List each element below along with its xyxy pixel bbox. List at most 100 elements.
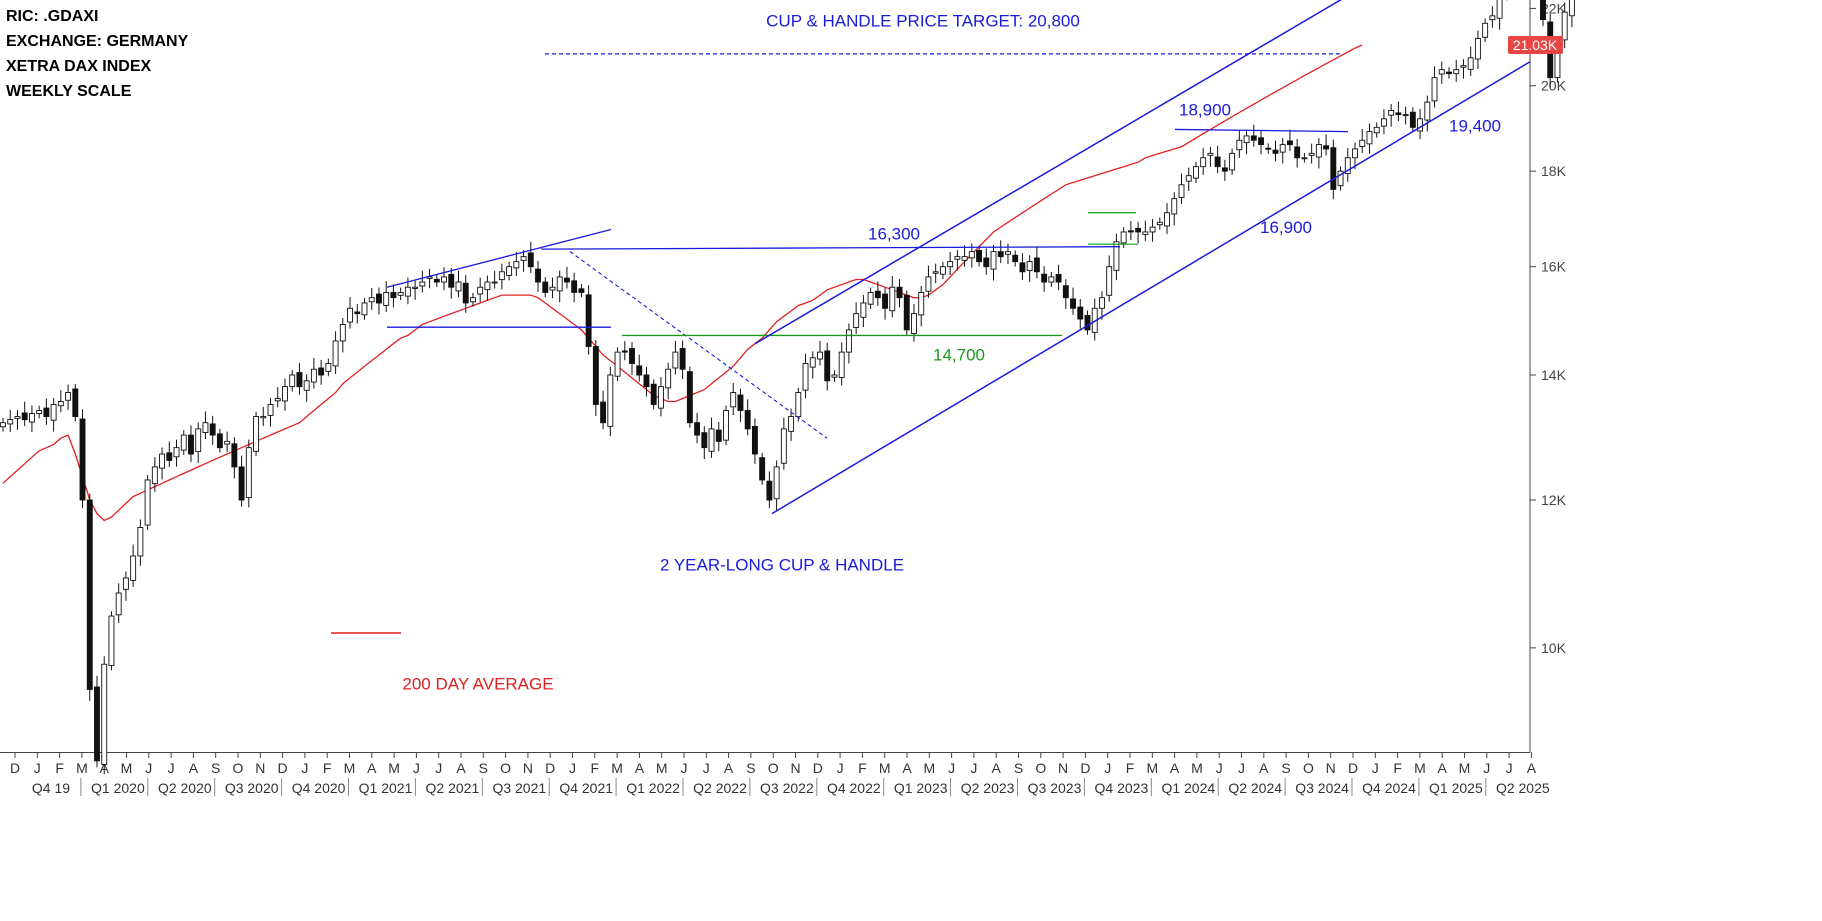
candle-body — [289, 374, 296, 388]
x-month-label: A — [635, 760, 645, 776]
candle-body — [1395, 112, 1402, 116]
x-quarter-label: Q2 2022 — [693, 780, 747, 796]
candle-body — [1301, 157, 1308, 160]
candle-body — [94, 686, 100, 762]
x-month-label: J — [34, 760, 41, 776]
candle-body — [918, 291, 925, 316]
candle-body — [600, 401, 607, 424]
candle-body — [1048, 276, 1055, 283]
candle-body — [253, 416, 260, 452]
candle-body — [549, 286, 556, 291]
candle-body — [563, 277, 570, 283]
candle-body — [1041, 273, 1048, 283]
ma200-line — [2, 44, 1363, 522]
candle-body — [1026, 261, 1033, 272]
candle-body — [462, 282, 469, 304]
candle-body — [954, 256, 961, 260]
x-month-label: D — [813, 760, 823, 776]
x-month-label: M — [344, 760, 356, 776]
x-month-label: F — [858, 760, 867, 776]
candle-body — [592, 346, 599, 405]
candle-body — [1373, 126, 1380, 134]
candle-body — [1323, 145, 1330, 150]
candle-body — [72, 388, 79, 418]
candle-body — [115, 592, 122, 616]
candle-body — [1286, 140, 1293, 146]
x-month-label: O — [768, 760, 779, 776]
candle-body — [339, 324, 346, 342]
x-month-label: A — [367, 760, 377, 776]
candle-body — [1250, 135, 1257, 141]
candle-body — [1489, 15, 1496, 21]
y-tick-label: 16K — [1541, 259, 1567, 275]
chart-info-block: RIC: .GDAXI EXCHANGE: GERMANY XETRA DAX … — [6, 4, 188, 104]
exchange-label: EXCHANGE: GERMANY — [6, 33, 189, 50]
candle-body — [853, 313, 860, 328]
x-month-label: M — [923, 760, 935, 776]
annotation-label: 18,900 — [1179, 100, 1231, 119]
candle-body — [614, 351, 621, 377]
x-month-label: J — [970, 760, 977, 776]
trendline — [569, 251, 828, 439]
candle-body — [939, 266, 946, 275]
x-quarter-label: Q2 2024 — [1228, 780, 1282, 796]
candle-body — [1005, 251, 1011, 255]
candle-body — [7, 419, 14, 425]
candle-body — [108, 615, 115, 666]
candle-body — [195, 428, 202, 453]
last-ma-badge-bg — [1508, 35, 1563, 54]
candle-body — [1192, 166, 1199, 179]
candle-body — [737, 394, 744, 411]
candle-body — [802, 363, 809, 391]
candle-body — [224, 440, 231, 445]
x-month-label: N — [1326, 760, 1336, 776]
candle-body — [159, 453, 166, 469]
candle-body — [556, 276, 563, 292]
x-month-label: F — [1393, 760, 1402, 776]
candle-body — [477, 286, 484, 295]
x-month-label: F — [55, 760, 64, 776]
x-month-label: A — [724, 760, 734, 776]
candle-body — [1221, 167, 1228, 172]
annotation-label: 14,700 — [933, 346, 985, 365]
candle-body — [780, 428, 787, 464]
candle-body — [1568, 0, 1575, 17]
candle-body — [238, 466, 245, 501]
candle-body — [1402, 114, 1409, 117]
candle-body — [744, 410, 751, 430]
x-quarter-label: Q3 2022 — [760, 780, 814, 796]
last-ma-badge-label: 21.03K — [1513, 37, 1558, 53]
candle-body — [376, 293, 382, 304]
candle-body — [1337, 170, 1344, 187]
x-month-label: J — [703, 760, 710, 776]
index-name-label: XETRA DAX INDEX — [6, 58, 152, 75]
x-month-label: J — [569, 760, 576, 776]
x-month-label: J — [1506, 760, 1513, 776]
candle-body — [1308, 152, 1315, 156]
candle-body — [976, 249, 982, 263]
candle-body — [498, 271, 505, 281]
x-month-label: O — [1035, 760, 1046, 776]
x-month-label: O — [1303, 760, 1314, 776]
x-month-label: J — [948, 760, 955, 776]
candle-body — [347, 307, 353, 323]
candle-body — [50, 404, 57, 421]
x-month-label: J — [1104, 760, 1111, 776]
candle-body — [788, 416, 795, 432]
candle-body — [433, 278, 440, 283]
x-quarter-label: Q1 2021 — [359, 780, 413, 796]
x-month-label: M — [879, 760, 891, 776]
candle-body — [585, 294, 592, 347]
candle-body — [773, 466, 780, 500]
candle-body — [1055, 274, 1062, 283]
x-month-label: M — [76, 760, 88, 776]
candle-body — [925, 276, 932, 292]
candle-body — [180, 434, 187, 451]
candle-body — [383, 291, 390, 306]
candle-body — [1185, 175, 1192, 182]
candle-body — [484, 281, 491, 291]
candle-body — [766, 480, 773, 501]
x-month-label: D — [1348, 760, 1358, 776]
candle-body — [1380, 118, 1387, 127]
x-month-label: D — [10, 760, 20, 776]
